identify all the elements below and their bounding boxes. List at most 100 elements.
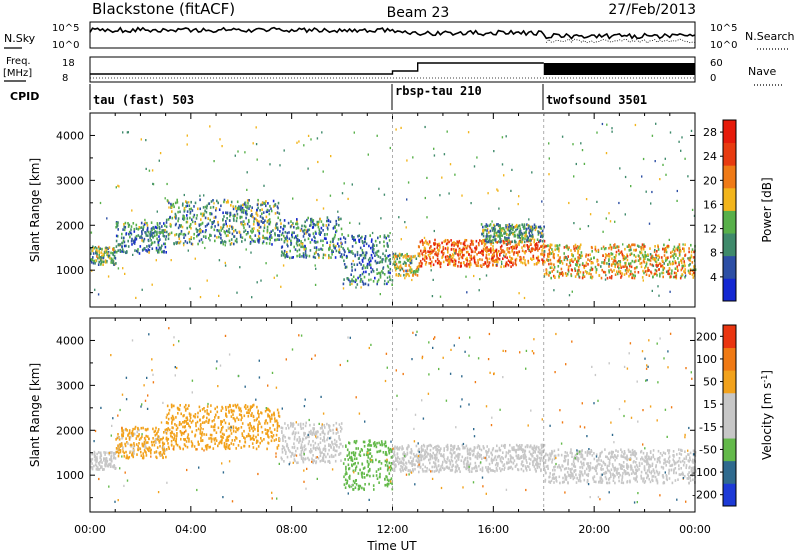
scatter-cell — [112, 451, 115, 455]
scatter-cell — [550, 252, 553, 255]
scatter-cell — [683, 270, 685, 273]
scatter-cell — [303, 451, 305, 454]
scatter-cell — [255, 435, 257, 439]
scatter-cell — [385, 451, 387, 454]
scatter-cell — [334, 459, 337, 463]
scatter-cell — [226, 439, 229, 442]
scatter-cell — [589, 276, 592, 279]
scatter-cell — [149, 236, 151, 240]
scatter-cell — [205, 433, 208, 436]
sparse-cell — [496, 188, 498, 191]
scatter-cell — [141, 236, 143, 240]
scatter-cell — [395, 255, 397, 258]
scatter-cell — [515, 443, 518, 447]
scatter-cell — [368, 260, 371, 264]
scatter-cell — [631, 276, 634, 280]
scatter-cell — [322, 223, 324, 226]
scatter-cell — [309, 233, 311, 237]
scatter-cell — [284, 255, 286, 259]
scatter-cell — [303, 448, 306, 452]
scatter-cell — [593, 256, 595, 259]
scatter-cell — [477, 241, 480, 245]
scatter-cell — [331, 441, 333, 444]
scatter-cell — [495, 264, 497, 267]
scatter-cell — [349, 456, 351, 459]
scatter-cell — [661, 256, 663, 259]
sparse-cell — [203, 194, 205, 197]
sparse-cell — [655, 122, 657, 125]
scatter-cell — [527, 261, 530, 265]
scatter-cell — [197, 207, 199, 211]
scatter-cell — [424, 254, 426, 257]
scatter-cell — [385, 257, 387, 260]
scatter-cell — [265, 419, 267, 422]
scatter-cell — [161, 229, 163, 232]
scatter-cell — [537, 230, 539, 233]
scatter-cell — [271, 243, 273, 246]
scatter-cell — [202, 235, 205, 238]
scatter-cell — [447, 446, 449, 449]
scatter-cell — [421, 252, 423, 255]
scatter-cell — [454, 451, 456, 454]
scatter-cell — [313, 459, 316, 462]
scatter-cell — [261, 203, 264, 206]
scatter-cell — [167, 445, 170, 449]
scatter-cell — [171, 435, 174, 439]
nsky-tick-bottom: 10^0 — [52, 40, 79, 51]
scatter-cell — [248, 220, 250, 223]
scatter-cell — [283, 460, 285, 463]
scatter-cell — [328, 254, 330, 257]
scatter-cell — [452, 253, 455, 257]
scatter-cell — [613, 269, 615, 272]
scatter-cell — [347, 463, 350, 467]
scatter-cell — [125, 244, 127, 248]
scatter-cell — [643, 243, 645, 247]
scatter-cell — [649, 247, 651, 250]
scatter-cell — [302, 438, 305, 441]
scatter-cell — [167, 442, 169, 445]
scatter-cell — [302, 229, 305, 233]
scatter-cell — [220, 420, 222, 423]
scatter-cell — [170, 206, 173, 209]
scatter-cell — [141, 456, 144, 460]
scatter-cell — [322, 459, 325, 462]
scatter-cell — [506, 238, 508, 241]
scatter-cell — [212, 199, 214, 202]
scatter-cell — [98, 249, 100, 253]
scatter-cell — [335, 244, 337, 248]
scatter-cell — [318, 256, 320, 259]
scatter-cell — [193, 237, 195, 240]
sparse-cell — [571, 290, 573, 293]
scatter-cell — [209, 212, 211, 215]
scatter-cell — [246, 199, 249, 202]
scatter-cell — [504, 255, 506, 259]
sparse-cell — [439, 194, 441, 197]
scatter-cell — [537, 261, 540, 264]
scatter-cell — [612, 262, 615, 265]
scatter-cell — [250, 413, 252, 417]
scatter-cell — [421, 262, 423, 265]
scatter-cell — [107, 464, 110, 468]
scatter-cell — [351, 278, 353, 281]
scatter-cell — [183, 236, 185, 239]
sparse-cell — [433, 154, 436, 157]
scatter-cell — [339, 255, 342, 258]
scatter-cell — [110, 451, 112, 454]
scatter-cell — [339, 438, 341, 441]
scatter-cell — [690, 254, 693, 257]
scatter-cell — [417, 268, 420, 271]
scatter-cell — [131, 430, 134, 433]
scatter-cell — [431, 465, 433, 469]
scatter-cell — [509, 225, 512, 228]
scatter-cell — [240, 413, 243, 417]
scatter-cell — [260, 437, 262, 440]
scatter-cell — [482, 247, 485, 251]
scatter-cell — [284, 440, 287, 443]
scatter-cell — [507, 263, 510, 267]
scatter-cell — [131, 432, 134, 435]
scatter-cell — [450, 258, 453, 262]
sparse-cell — [94, 246, 97, 249]
scatter-cell — [326, 233, 328, 236]
scatter-cell — [453, 444, 456, 448]
scatter-cell — [345, 444, 347, 447]
